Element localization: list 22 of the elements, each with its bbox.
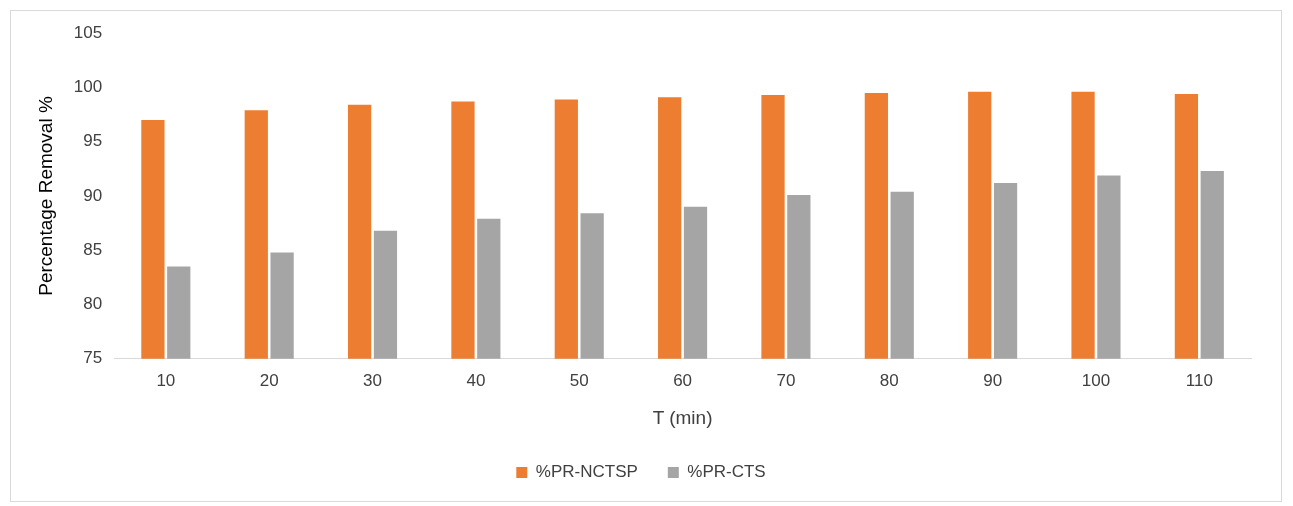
y-tick-label: 100 xyxy=(73,77,103,97)
x-tick-label: 30 xyxy=(363,370,382,390)
x-tick-label: 100 xyxy=(1081,370,1111,390)
y-tick-label: 85 xyxy=(83,239,103,259)
x-tick-label: 10 xyxy=(156,370,176,390)
x-tick-label: 50 xyxy=(569,370,589,390)
x-tick-label: 60 xyxy=(673,370,693,390)
y-tick-label: 95 xyxy=(83,131,103,151)
x-tick-label: 70 xyxy=(776,370,796,390)
x-axis-title: T (min) xyxy=(652,406,713,428)
x-tick-label: 80 xyxy=(879,370,899,390)
y-tick-label: 105 xyxy=(73,22,103,42)
y-tick-label: 80 xyxy=(83,294,103,314)
y-tick-label: 90 xyxy=(83,185,103,205)
x-tick-label: 110 xyxy=(1185,370,1213,390)
y-axis-title: Percentage Removal % xyxy=(34,96,56,296)
legend-label: %PR-CTS xyxy=(687,462,766,482)
x-tick-label: 40 xyxy=(466,370,486,390)
legend-label: %PR-NCTSP xyxy=(535,462,638,482)
x-tick-label: 90 xyxy=(983,370,1003,390)
y-tick-label: 75 xyxy=(83,348,103,368)
x-tick-label: 20 xyxy=(259,370,279,390)
